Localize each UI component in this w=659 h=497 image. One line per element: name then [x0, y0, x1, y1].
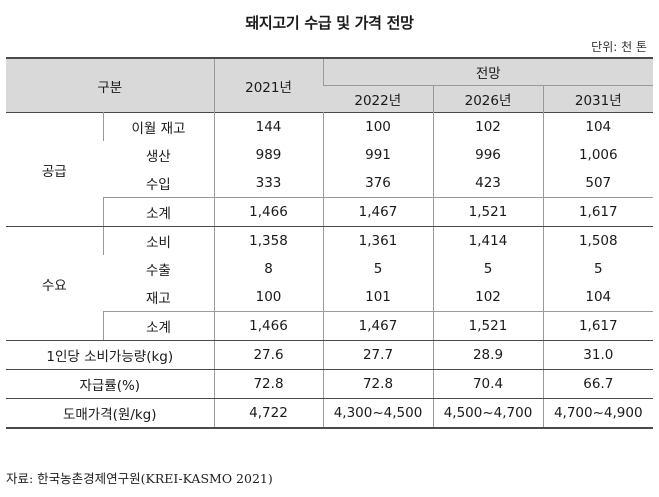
row-label: 이월 재고	[102, 112, 214, 141]
cell: 4,700~4,900	[542, 398, 654, 429]
cell: 28.9	[432, 340, 543, 370]
header-year-2022: 2022년	[323, 85, 433, 113]
source-note: 자료: 한국농촌경제연구원(KREI-KASMO 2021)	[6, 471, 273, 486]
row-label: 소계	[102, 197, 214, 227]
cell: 27.7	[322, 340, 433, 370]
unit-label: 단위: 천 톤	[591, 40, 647, 54]
table-row: 소계 1,466 1,467 1,521 1,617	[6, 311, 654, 341]
cell: 102	[432, 283, 543, 312]
cell: 1,358	[213, 226, 323, 255]
cell: 5	[432, 255, 543, 283]
cell: 70.4	[432, 369, 543, 399]
table-row: 도매가격(원/kg) 4,722 4,300~4,500 4,500~4,700…	[6, 398, 654, 429]
cell: 1,617	[542, 197, 654, 227]
header-year-2026: 2026년	[432, 85, 543, 113]
cell: 1,521	[432, 197, 543, 227]
cell: 72.8	[213, 369, 323, 399]
cell: 991	[322, 141, 433, 169]
table-row: 소계 1,466 1,467 1,521 1,617	[6, 197, 654, 227]
table-row: 수출 8 5 5 5	[6, 255, 654, 283]
header-year-2021: 2021년	[213, 58, 323, 113]
cell: 4,300~4,500	[322, 398, 433, 429]
cell: 104	[542, 112, 654, 141]
cell: 1,467	[322, 311, 433, 341]
cell: 376	[322, 169, 433, 198]
group-label-supply: 공급	[6, 112, 103, 227]
header-year-2031: 2031년	[542, 85, 654, 113]
row-label: 생산	[145, 149, 171, 165]
cell: 333	[213, 169, 323, 198]
row-label: 도매가격(원/kg)	[6, 398, 214, 429]
row-label: 수입	[145, 177, 171, 193]
table-title: 돼지고기 수급 및 가격 전망	[245, 14, 414, 32]
cell: 101	[322, 283, 433, 312]
cell: 1,466	[213, 197, 323, 227]
cell: 1,521	[432, 311, 543, 341]
row-label: 1인당 소비가능량(kg)	[6, 340, 214, 370]
cell: 507	[542, 169, 654, 198]
cell: 1,467	[322, 197, 433, 227]
group-label-demand: 수요	[6, 226, 103, 341]
table-row: 재고 100 101 102 104	[6, 283, 654, 312]
cell: 1,466	[213, 311, 323, 341]
cell: 144	[213, 112, 323, 141]
cell: 423	[432, 169, 543, 198]
cell: 27.6	[213, 340, 323, 370]
cell: 1,617	[542, 311, 654, 341]
cell: 5	[322, 255, 433, 283]
table-row: 수입 333 376 423 507	[6, 169, 654, 198]
cell: 1,508	[542, 226, 654, 255]
row-label: 수출	[145, 263, 171, 279]
header-forecast: 전망	[322, 58, 654, 86]
cell: 100	[322, 112, 433, 141]
cell: 102	[432, 112, 543, 141]
cell: 4,500~4,700	[432, 398, 543, 429]
row-label: 소계	[102, 311, 214, 341]
table-row: 공급 이월 재고 144 100 102 104	[6, 112, 654, 227]
cell: 66.7	[542, 369, 654, 399]
pork-supply-demand-table: 구분 2021년 전망 2022년 2026년 2031년 공급 이월 재고 1…	[6, 57, 654, 429]
table-row: 수요 소비 1,358 1,361 1,414 1,508	[6, 226, 654, 341]
cell: 1,414	[432, 226, 543, 255]
table-row: 1인당 소비가능량(kg) 27.6 27.7 28.9 31.0	[6, 340, 654, 370]
row-label: 재고	[145, 291, 171, 307]
cell: 996	[432, 141, 543, 169]
cell: 104	[542, 283, 654, 312]
table-row: 생산 989 991 996 1,006	[6, 141, 654, 169]
cell: 4,722	[213, 398, 323, 429]
cell: 1,361	[322, 226, 433, 255]
row-label: 소비	[102, 226, 214, 255]
header-category: 구분	[6, 58, 214, 113]
row-label: 자급률(%)	[6, 369, 214, 399]
cell: 8	[213, 255, 323, 283]
cell: 72.8	[322, 369, 433, 399]
cell: 5	[542, 255, 654, 283]
cell: 1,006	[542, 141, 654, 169]
cell: 989	[213, 141, 323, 169]
cell: 100	[213, 283, 323, 312]
table-row: 자급률(%) 72.8 72.8 70.4 66.7	[6, 369, 654, 399]
cell: 31.0	[542, 340, 654, 370]
